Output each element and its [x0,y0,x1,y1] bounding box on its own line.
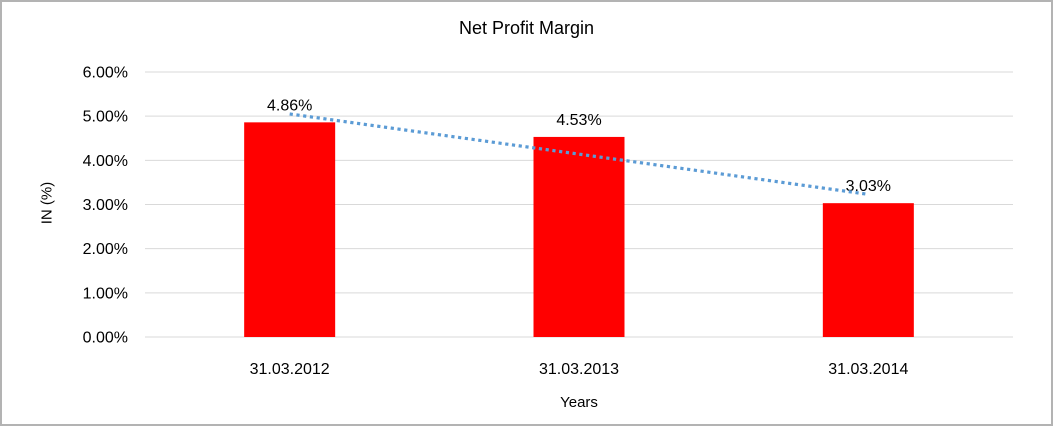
bar [244,122,336,337]
y-tick-label: 3.00% [83,197,128,214]
x-tick-label: 31.03.2014 [828,361,908,378]
x-tick-label: 31.03.2013 [539,361,619,378]
y-tick-label: 4.00% [83,153,128,170]
x-axis-title: Years [560,394,598,411]
y-tick-label: 0.00% [83,330,128,347]
trendline [289,112,869,196]
y-tick-label: 2.00% [83,241,128,258]
bar-value-label: 4.86% [267,97,312,114]
bar-value-label: 4.53% [556,112,601,129]
y-tick-label: 5.00% [83,109,128,126]
bar-value-label: 3.03% [846,178,891,195]
bar [822,203,914,337]
y-tick-label: 1.00% [83,285,128,302]
y-tick-label: 6.00% [83,65,128,82]
x-tick-label: 31.03.2012 [250,361,330,378]
chart-title: Net Profit Margin [458,18,595,38]
bar [533,136,625,337]
